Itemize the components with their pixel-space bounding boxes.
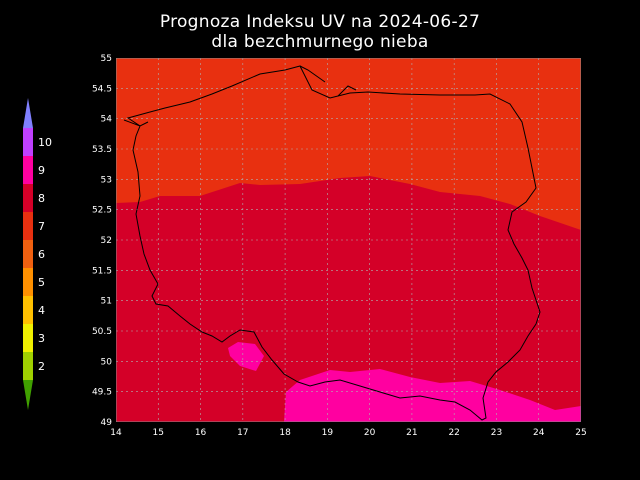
longitude-ticks: 14 15 16 17 18 19 20 21 22 23 24 25	[110, 428, 586, 438]
legend-swatch-7	[23, 212, 33, 240]
lon-tick-label: 21	[406, 428, 417, 438]
lon-tick-label: 17	[237, 428, 248, 438]
lat-tick-label: 55	[101, 54, 112, 64]
legend-swatch-3	[23, 324, 33, 352]
legend-label-10: 10	[38, 136, 52, 149]
legend-label-2: 2	[38, 360, 45, 373]
legend-label-4: 4	[38, 304, 45, 317]
legend-label-7: 7	[38, 220, 45, 233]
lat-tick-label: 51.5	[92, 266, 112, 276]
lat-tick-label: 54	[101, 115, 113, 125]
lat-tick-label: 49.5	[92, 388, 112, 398]
lat-tick-label: 52.5	[92, 206, 112, 216]
lat-tick-label: 53	[101, 175, 112, 185]
lat-tick-label: 49	[101, 418, 113, 428]
coast-detail	[123, 65, 357, 127]
legend-top-arrow	[23, 98, 33, 128]
lat-tick-label: 53.5	[92, 145, 112, 155]
legend-label-3: 3	[38, 332, 45, 345]
lon-tick-label: 25	[575, 428, 586, 438]
uv-zone-8	[116, 176, 581, 422]
poland-border	[126, 65, 541, 421]
lon-tick-label: 20	[364, 428, 376, 438]
legend-label-5: 5	[38, 276, 45, 289]
legend-swatch-10	[23, 128, 33, 156]
lon-tick-label: 24	[533, 428, 545, 438]
map-title: Prognoza Indeksu UV na 2024-06-27 dla be…	[0, 12, 640, 52]
legend-swatch-9	[23, 156, 33, 184]
lon-tick-label: 22	[448, 428, 459, 438]
legend-swatch-4	[23, 296, 33, 324]
lon-tick-label: 23	[491, 428, 502, 438]
uv-zone-9-west	[228, 342, 264, 371]
lat-tick-label: 50	[101, 357, 113, 367]
legend-label-8: 8	[38, 192, 45, 205]
lat-tick-label: 50.5	[92, 327, 112, 337]
lon-tick-label: 16	[195, 428, 207, 438]
lon-tick-label: 18	[279, 428, 291, 438]
legend-swatch-2	[23, 352, 33, 380]
lat-tick-label: 52	[101, 236, 112, 246]
lon-tick-label: 19	[322, 428, 334, 438]
title-line-1: Prognoza Indeksu UV na 2024-06-27	[159, 12, 481, 32]
legend-swatch-8	[23, 184, 33, 212]
uv-zone-9-south	[284, 369, 581, 422]
legend-label-6: 6	[38, 248, 45, 261]
map-plot-area	[116, 58, 581, 422]
legend-bottom-arrow	[23, 380, 33, 410]
lon-tick-label: 14	[110, 428, 122, 438]
latitude-ticks: 55 54.5 54 53.5 53 52.5 52 51.5 51 50.5 50 49.5 49	[92, 54, 112, 428]
legend-label-9: 9	[38, 164, 45, 177]
map-grid	[116, 58, 581, 422]
legend-swatch-5	[23, 268, 33, 296]
lat-tick-label: 54.5	[92, 84, 112, 94]
legend-swatch-6	[23, 240, 33, 268]
uv-legend: 10 9 8 7 6 5 4 3 2	[23, 98, 52, 410]
lon-tick-label: 15	[153, 428, 164, 438]
lat-tick-label: 51	[101, 297, 112, 307]
title-line-2: dla bezchmurnego nieba	[211, 32, 429, 52]
